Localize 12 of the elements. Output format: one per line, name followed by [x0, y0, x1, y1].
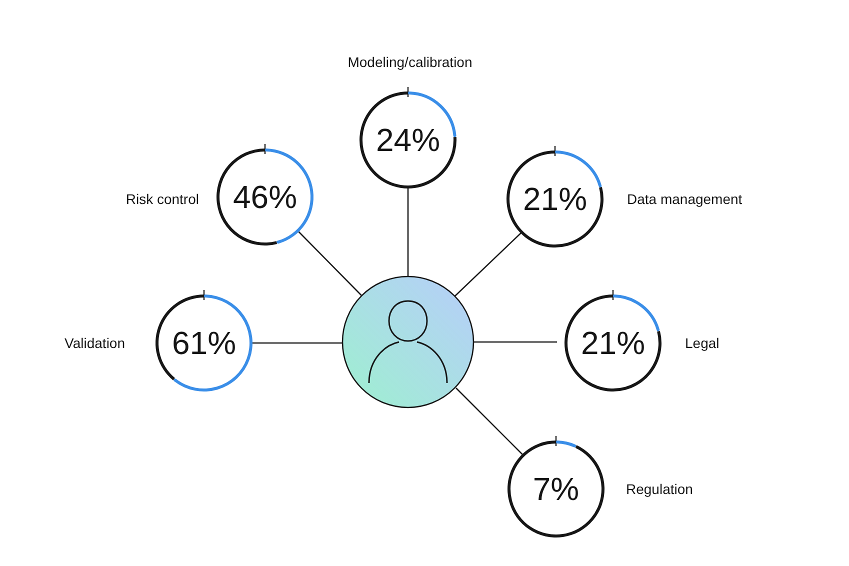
text: Data management — [627, 191, 742, 207]
data-label: 61% — [172, 324, 236, 361]
data-label: 7% — [532, 470, 580, 507]
text: Regulation — [626, 481, 693, 497]
text: Legal — [685, 335, 720, 351]
data-label: 21% — [522, 180, 588, 217]
data-label: 46% — [232, 178, 298, 215]
chart-title: Modeling/calibration — [348, 54, 472, 70]
text: Risk control — [126, 191, 199, 207]
text: Validation — [64, 335, 125, 351]
data-label: 21% — [580, 324, 646, 361]
data-label: 24% — [376, 122, 440, 158]
